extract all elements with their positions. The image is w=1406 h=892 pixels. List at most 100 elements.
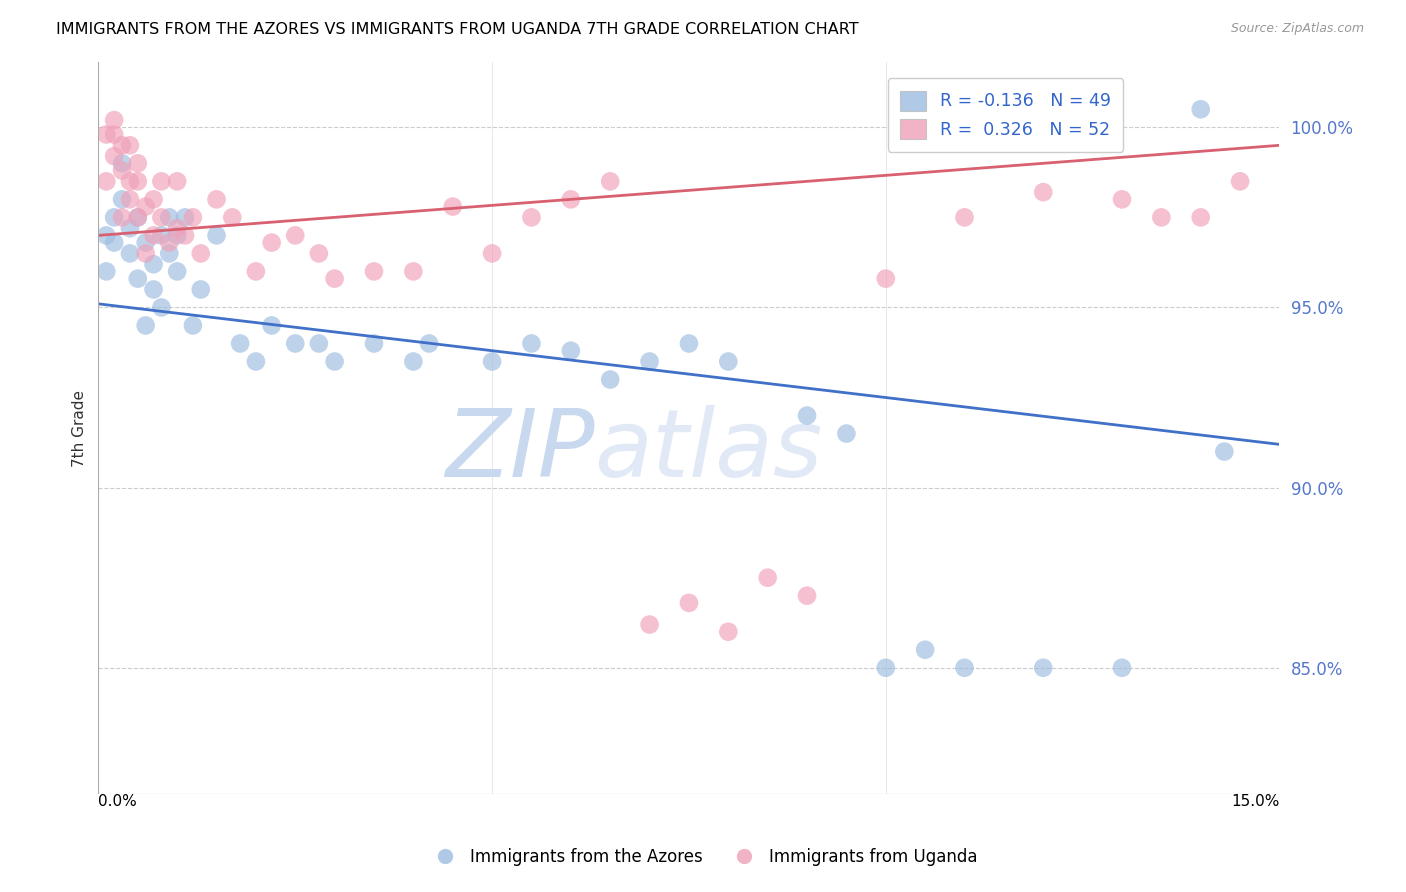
Point <box>127 174 149 188</box>
Point <box>150 301 173 315</box>
Point <box>717 354 740 368</box>
Point <box>481 246 503 260</box>
Point <box>1111 192 1133 206</box>
Point <box>678 596 700 610</box>
Point <box>284 336 307 351</box>
Point <box>953 661 976 675</box>
Point <box>135 318 157 333</box>
Point <box>142 192 165 206</box>
Point <box>166 221 188 235</box>
Point <box>142 228 165 243</box>
Point <box>166 264 188 278</box>
Point <box>323 271 346 285</box>
Point <box>1189 103 1212 117</box>
Point <box>190 282 212 296</box>
Point <box>103 128 125 142</box>
Text: 0.0%: 0.0% <box>98 794 138 809</box>
Point <box>157 211 180 225</box>
Point <box>118 138 141 153</box>
Point <box>174 211 197 225</box>
Legend: Immigrants from the Azores, Immigrants from Uganda: Immigrants from the Azores, Immigrants f… <box>422 842 984 873</box>
Point <box>1111 661 1133 675</box>
Point <box>229 336 252 351</box>
Point <box>135 235 157 250</box>
Point <box>560 192 582 206</box>
Text: Source: ZipAtlas.com: Source: ZipAtlas.com <box>1230 22 1364 36</box>
Text: atlas: atlas <box>595 405 823 496</box>
Point <box>111 156 134 170</box>
Point <box>127 156 149 170</box>
Point <box>118 221 141 235</box>
Point <box>1229 174 1251 188</box>
Point <box>181 318 204 333</box>
Point <box>1189 211 1212 225</box>
Point <box>111 192 134 206</box>
Point <box>914 642 936 657</box>
Point <box>323 354 346 368</box>
Point <box>96 264 118 278</box>
Point <box>174 228 197 243</box>
Point <box>363 336 385 351</box>
Point <box>953 211 976 225</box>
Point <box>260 318 283 333</box>
Point <box>796 589 818 603</box>
Point <box>835 426 858 441</box>
Point <box>111 138 134 153</box>
Text: 15.0%: 15.0% <box>1232 794 1279 809</box>
Point <box>221 211 243 225</box>
Point <box>638 617 661 632</box>
Point <box>1032 185 1054 199</box>
Point <box>103 113 125 128</box>
Point <box>245 354 267 368</box>
Point <box>1032 661 1054 675</box>
Point <box>481 354 503 368</box>
Legend: R = -0.136   N = 49, R =  0.326   N = 52: R = -0.136 N = 49, R = 0.326 N = 52 <box>889 78 1123 152</box>
Point <box>142 257 165 271</box>
Y-axis label: 7th Grade: 7th Grade <box>72 390 87 467</box>
Point <box>638 354 661 368</box>
Point <box>150 211 173 225</box>
Point <box>150 174 173 188</box>
Point <box>599 174 621 188</box>
Point <box>118 192 141 206</box>
Point <box>402 354 425 368</box>
Text: IMMIGRANTS FROM THE AZORES VS IMMIGRANTS FROM UGANDA 7TH GRADE CORRELATION CHART: IMMIGRANTS FROM THE AZORES VS IMMIGRANTS… <box>56 22 859 37</box>
Point <box>402 264 425 278</box>
Point <box>520 336 543 351</box>
Point <box>875 661 897 675</box>
Point <box>520 211 543 225</box>
Point <box>135 200 157 214</box>
Point <box>717 624 740 639</box>
Point <box>118 174 141 188</box>
Point <box>756 571 779 585</box>
Point <box>308 336 330 351</box>
Point <box>142 282 165 296</box>
Point <box>560 343 582 358</box>
Point <box>96 128 118 142</box>
Point <box>118 246 141 260</box>
Point <box>245 264 267 278</box>
Point <box>166 228 188 243</box>
Point <box>363 264 385 278</box>
Point <box>181 211 204 225</box>
Point <box>205 228 228 243</box>
Point <box>135 246 157 260</box>
Point <box>127 211 149 225</box>
Point <box>127 211 149 225</box>
Point <box>103 211 125 225</box>
Point <box>157 246 180 260</box>
Point <box>418 336 440 351</box>
Point <box>308 246 330 260</box>
Point <box>1150 211 1173 225</box>
Point <box>796 409 818 423</box>
Point <box>111 211 134 225</box>
Point <box>875 271 897 285</box>
Point <box>260 235 283 250</box>
Point <box>190 246 212 260</box>
Point <box>205 192 228 206</box>
Point <box>441 200 464 214</box>
Point <box>157 235 180 250</box>
Point <box>111 163 134 178</box>
Point <box>150 228 173 243</box>
Point <box>166 174 188 188</box>
